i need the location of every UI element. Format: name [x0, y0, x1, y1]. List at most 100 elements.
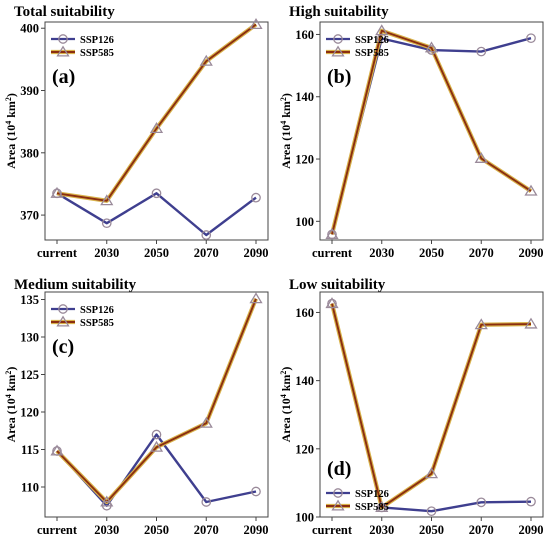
legend-label: SSP126 [80, 35, 114, 46]
legend-label: SSP585 [355, 48, 389, 59]
y-axis-label-part: Area (10 [4, 125, 18, 169]
ssp585-point-3 [199, 416, 213, 428]
y-axis-label-part: ) [4, 367, 18, 371]
y-axis-label: Area (104 km2) [4, 93, 18, 169]
ssp126-line [330, 303, 532, 513]
ssp585-line-halo [329, 303, 532, 510]
ssp585-point-3 [474, 318, 488, 330]
y-tick-label: 135 [20, 293, 39, 307]
x-tick-label: 2050 [419, 523, 444, 537]
x-tick-label: current [312, 523, 353, 537]
ssp126-point-4 [526, 33, 536, 44]
ssp585-point-4 [524, 317, 538, 329]
ssp126-line [330, 37, 532, 235]
panel-4: Low suitability 100 120 140 160 current 2030 20… [279, 277, 544, 537]
y-tick-label: 390 [20, 84, 39, 98]
y-tick-label: 120 [20, 406, 39, 420]
panel-title: High suitability [289, 4, 389, 20]
ssp585-point-1 [100, 495, 114, 507]
ssp126-point-2 [151, 188, 162, 199]
ssp126-point-3 [201, 230, 212, 240]
ssp585-point-4 [249, 292, 263, 304]
x-tick-label: 2090 [519, 246, 544, 260]
ssp585-line [331, 29, 532, 235]
y-axis-label-part: 4 [4, 121, 13, 125]
ssp585-line-halo [329, 28, 533, 235]
x-tick-label: current [37, 523, 78, 537]
y-axis-label-part: km [4, 101, 18, 121]
panel-letter: (b) [327, 66, 351, 88]
ssp585-point-2 [149, 440, 164, 452]
panel-letter: (c) [52, 336, 74, 358]
ssp585-point-2 [424, 41, 439, 53]
y-axis-label: Area (104 km2) [279, 367, 293, 443]
ssp126-point-2 [151, 429, 162, 440]
ssp126-point-2 [426, 506, 437, 517]
x-tick-label: 2070 [194, 246, 219, 260]
x-tick-label: 2090 [244, 246, 269, 260]
legend-label: SSP585 [355, 502, 389, 513]
ssp126-point-1 [101, 218, 112, 229]
y-tick-label: 110 [21, 481, 39, 495]
panel-letter: (d) [327, 458, 351, 480]
ssp585-point-0 [50, 186, 64, 198]
x-tick-label: 2090 [519, 523, 544, 537]
x-tick-label: 2030 [369, 246, 394, 260]
ssp585-point-legend [56, 45, 70, 57]
y-axis-label-part: 4 [279, 394, 288, 398]
y-axis-label-part: km [279, 101, 293, 121]
y-axis-label-part: 2 [279, 371, 288, 375]
ssp585-point-legend [56, 315, 70, 327]
y-tick-label: 130 [20, 331, 39, 345]
y-tick-label: 120 [295, 442, 314, 456]
y-axis-label-part: Area (10 [279, 398, 293, 442]
ssp585-point-1 [375, 500, 389, 513]
y-tick-label: 100 [295, 215, 314, 229]
ssp585-point-3 [199, 54, 213, 66]
x-tick-label: 2070 [469, 523, 494, 537]
ssp126-point-4 [251, 192, 261, 203]
y-tick-label: 380 [20, 146, 39, 160]
y-axis-label-part: ) [279, 93, 293, 97]
ssp585-line [331, 303, 532, 509]
ssp585-point-4 [249, 18, 263, 30]
legend-label: SSP126 [80, 305, 114, 316]
panel-1: Total suitability 370 380 390 400 current 2030… [4, 4, 269, 260]
ssp585-point-legend [331, 45, 345, 57]
ssp126-point-3 [201, 497, 212, 507]
ssp585-point-1 [375, 24, 389, 36]
ssp126-point-3 [476, 497, 487, 508]
panel-title: Low suitability [289, 277, 386, 293]
y-axis-label-part: 4 [4, 394, 13, 398]
x-tick-label: current [312, 246, 353, 260]
panel-title: Medium suitability [14, 277, 137, 293]
y-tick-label: 115 [21, 443, 39, 457]
ssp126-point-legend [58, 304, 68, 314]
ssp126-line [56, 192, 257, 237]
y-tick-label: 125 [20, 368, 39, 382]
x-tick-label: current [37, 246, 78, 260]
legend-label: SSP126 [355, 35, 389, 46]
ssp585-line [56, 298, 257, 503]
y-axis-label-part: ) [279, 367, 293, 371]
ssp585-point-3 [474, 151, 488, 163]
y-axis-label-part: 2 [4, 97, 13, 101]
ssp126-point-4 [526, 496, 536, 507]
x-tick-label: 2050 [144, 523, 169, 537]
ssp585-line-halo [55, 297, 258, 505]
panel-3: Medium suitability 110 115 120 125 130 135 curr… [4, 277, 269, 537]
plot-frame [44, 291, 269, 518]
ssp126-point-legend [333, 34, 343, 44]
y-tick-label: 160 [295, 28, 314, 42]
y-axis-label: Area (104 km2) [4, 367, 18, 443]
ssp126-point-legend [58, 34, 68, 44]
x-tick-label: 2090 [244, 523, 269, 537]
x-tick-label: 2050 [144, 246, 169, 260]
ssp585-line [56, 23, 257, 202]
x-tick-label: 2070 [469, 246, 494, 260]
ssp585-point-2 [424, 467, 439, 479]
y-axis-label-part: km [4, 375, 18, 395]
panel-letter: (a) [52, 66, 75, 88]
ssp585-point-0 [50, 444, 64, 456]
ssp126-point-3 [476, 46, 487, 57]
